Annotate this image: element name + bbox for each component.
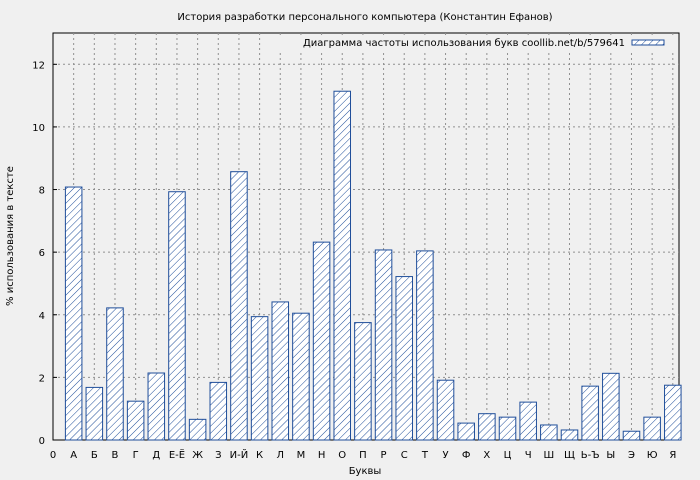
- bar-Ц: [498, 416, 517, 441]
- bar-К: [250, 316, 269, 441]
- bar-О: [333, 90, 352, 441]
- x-tick-label: Ю: [647, 450, 658, 461]
- x-tick-labels: 0 А Б В Г Д Е-Ё Ж З И-Й К Л М Н О П Р С Т У Ф Х Ц Ч Ш Щ Ь-Ъ Ы Э Ю Я: [50, 448, 676, 461]
- x-tick-label: К: [256, 450, 263, 461]
- x-tick-label: Н: [318, 450, 326, 461]
- bar-У: [436, 379, 455, 441]
- bar-С: [395, 276, 413, 441]
- x-tick-label: Ч: [525, 450, 532, 461]
- bar-П: [354, 322, 372, 441]
- bar-М: [292, 312, 310, 441]
- x-tick-label: Д: [152, 450, 160, 461]
- bar-З: [209, 381, 228, 441]
- y-tick-label: 2: [39, 373, 45, 384]
- x-tick-label-origin: 0: [50, 450, 56, 461]
- bar-Р: [374, 249, 393, 441]
- y-tick-label: 8: [39, 186, 45, 197]
- y-axis-label: % использования в тексте: [5, 166, 16, 306]
- x-tick-label: А: [70, 450, 77, 461]
- bar-Я: [664, 384, 682, 441]
- y-tick-label: 10: [32, 123, 45, 134]
- x-tick-label: Ь-Ъ: [581, 450, 600, 461]
- bar-Ш: [540, 424, 558, 441]
- legend-swatch: [631, 39, 665, 46]
- x-tick-label: Э: [628, 450, 635, 461]
- x-tick-label: Я: [669, 450, 676, 461]
- y-tick-label: 6: [39, 248, 45, 259]
- bar-Э: [622, 430, 641, 441]
- x-tick-label: Ы: [606, 450, 615, 461]
- bar-И-Й: [230, 171, 248, 441]
- y-tick-labels: 0 2 4 6 8 10 12: [32, 60, 45, 447]
- bar-Ь-Ъ: [581, 385, 599, 441]
- x-tick-label: Ш: [543, 450, 554, 461]
- x-tick-label: С: [401, 450, 408, 461]
- bar-Ю: [643, 416, 661, 441]
- x-tick-label: В: [112, 450, 119, 461]
- x-axis-label: Буквы: [349, 466, 382, 477]
- bar-В: [106, 307, 124, 441]
- x-tick-label: У: [442, 450, 448, 461]
- x-tick-label: Щ: [564, 450, 575, 461]
- y-tick-label: 0: [39, 436, 45, 447]
- bar-Ж: [188, 418, 207, 441]
- bar-Ы: [602, 372, 620, 441]
- legend: Диаграмма частоты использования букв coo…: [266, 35, 674, 51]
- bar-Ч: [519, 401, 537, 441]
- x-tick-label: И-Й: [230, 448, 249, 461]
- grid: [53, 33, 679, 441]
- y-tick-label: 4: [39, 311, 45, 322]
- x-tick-label: Б: [91, 450, 98, 461]
- x-tick-label: П: [359, 450, 367, 461]
- x-tick-label: З: [215, 450, 221, 461]
- x-tick-label: Р: [381, 450, 387, 461]
- bar-Щ: [560, 429, 579, 441]
- legend-label: Диаграмма частоты использования букв coo…: [303, 38, 625, 49]
- bar-Л: [271, 301, 290, 441]
- chart-title: История разработки персонального компьют…: [177, 12, 552, 23]
- bar-Б: [85, 386, 104, 441]
- y-tick-label: 12: [32, 60, 45, 71]
- x-tick-label: Х: [483, 450, 490, 461]
- x-tick-label: Ц: [504, 450, 512, 461]
- x-tick-label: О: [338, 450, 346, 461]
- bar-Х: [478, 413, 496, 441]
- bars: [64, 90, 682, 441]
- bar-Е-Ё: [168, 191, 186, 441]
- x-tick-label: М: [297, 450, 306, 461]
- bar-А: [64, 186, 83, 441]
- x-tick-label: Т: [421, 450, 429, 461]
- x-tick-label: Ф: [462, 450, 471, 461]
- bar-Г: [126, 400, 145, 441]
- bar-Н: [312, 241, 331, 441]
- x-tick-label: Л: [276, 450, 284, 461]
- x-tick-label: Е-Ё: [169, 448, 185, 461]
- x-tick-label: Г: [133, 450, 139, 461]
- x-tick-label: Ж: [192, 450, 203, 461]
- bar-Т: [416, 250, 434, 441]
- bar-Ф: [457, 422, 475, 441]
- bar-Д: [147, 372, 166, 441]
